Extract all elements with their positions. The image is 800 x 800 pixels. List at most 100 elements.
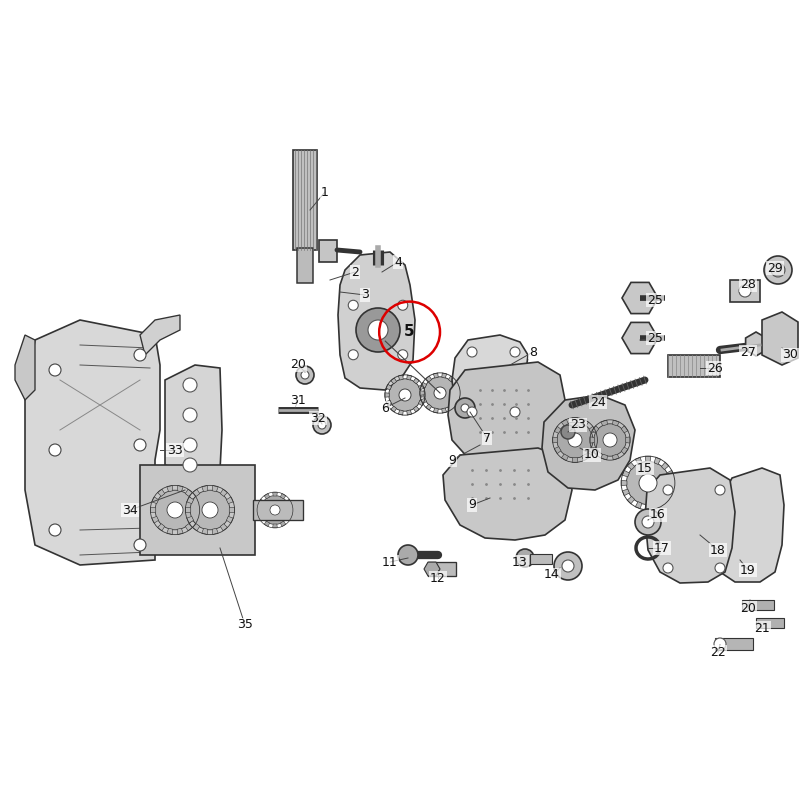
Polygon shape [338, 252, 415, 390]
Polygon shape [635, 502, 642, 509]
Polygon shape [264, 494, 270, 499]
Polygon shape [258, 499, 264, 505]
Text: 12: 12 [430, 571, 446, 585]
Polygon shape [386, 384, 391, 390]
Polygon shape [421, 398, 426, 404]
Polygon shape [454, 398, 459, 404]
Circle shape [399, 389, 411, 401]
Text: 9: 9 [468, 498, 476, 511]
Polygon shape [212, 528, 218, 534]
Polygon shape [421, 393, 425, 398]
Polygon shape [622, 282, 658, 314]
Polygon shape [286, 499, 291, 505]
Polygon shape [158, 524, 165, 531]
Circle shape [510, 347, 520, 357]
Polygon shape [220, 524, 227, 531]
Text: 5: 5 [404, 325, 415, 339]
Circle shape [461, 404, 469, 412]
Polygon shape [230, 507, 234, 513]
Polygon shape [746, 332, 766, 356]
Polygon shape [666, 489, 674, 496]
Polygon shape [280, 494, 286, 499]
Bar [140, 465, 255, 555]
Text: 16: 16 [650, 509, 666, 522]
Polygon shape [15, 335, 35, 400]
Circle shape [635, 509, 661, 535]
Circle shape [554, 552, 582, 580]
Polygon shape [280, 521, 286, 526]
Polygon shape [421, 382, 426, 388]
Text: 20: 20 [290, 358, 306, 371]
Polygon shape [226, 516, 234, 523]
Polygon shape [622, 480, 627, 486]
Polygon shape [191, 516, 198, 523]
Text: 4: 4 [394, 255, 402, 269]
Polygon shape [434, 408, 438, 413]
Polygon shape [212, 486, 218, 492]
Circle shape [296, 366, 314, 384]
Circle shape [562, 560, 574, 572]
Polygon shape [420, 390, 424, 395]
Text: 9: 9 [448, 454, 456, 466]
Polygon shape [194, 507, 199, 513]
Polygon shape [449, 404, 454, 410]
Polygon shape [589, 446, 596, 454]
Polygon shape [646, 504, 650, 510]
Text: 10: 10 [584, 449, 600, 462]
Circle shape [190, 490, 230, 530]
Circle shape [398, 300, 408, 310]
Polygon shape [186, 524, 193, 531]
Polygon shape [590, 437, 594, 443]
Circle shape [663, 485, 673, 495]
Circle shape [348, 350, 358, 360]
Polygon shape [601, 420, 607, 426]
Circle shape [516, 549, 534, 567]
Polygon shape [572, 458, 578, 462]
Bar [319, 240, 337, 262]
Text: 35: 35 [237, 618, 253, 631]
Circle shape [455, 398, 475, 418]
Bar [297, 248, 313, 283]
Polygon shape [662, 462, 669, 470]
Text: 32: 32 [310, 411, 326, 425]
Polygon shape [582, 454, 589, 461]
Polygon shape [434, 373, 438, 378]
Polygon shape [264, 521, 270, 526]
Circle shape [639, 474, 657, 492]
Circle shape [49, 524, 61, 536]
Polygon shape [414, 378, 419, 384]
Text: 33: 33 [167, 443, 183, 457]
Text: 29: 29 [767, 262, 783, 274]
Circle shape [424, 377, 456, 409]
Circle shape [510, 407, 520, 417]
Polygon shape [452, 335, 528, 425]
Text: 2: 2 [351, 266, 359, 278]
Polygon shape [622, 322, 658, 354]
Text: 27: 27 [740, 346, 756, 358]
Polygon shape [398, 410, 403, 415]
Polygon shape [286, 515, 291, 521]
Polygon shape [622, 447, 628, 454]
Text: 31: 31 [290, 394, 306, 406]
Polygon shape [554, 426, 561, 434]
Circle shape [739, 285, 751, 297]
Circle shape [568, 433, 582, 447]
Polygon shape [165, 365, 222, 475]
Text: 11: 11 [382, 555, 398, 569]
Polygon shape [654, 458, 661, 464]
Polygon shape [622, 470, 630, 477]
Polygon shape [662, 496, 669, 504]
Circle shape [771, 263, 785, 277]
Polygon shape [589, 426, 596, 434]
Polygon shape [385, 393, 390, 398]
Text: 23: 23 [570, 418, 586, 431]
Text: 20: 20 [740, 602, 756, 614]
Polygon shape [562, 454, 568, 461]
Polygon shape [226, 497, 234, 504]
Circle shape [389, 379, 421, 411]
Polygon shape [258, 508, 261, 512]
Bar [715, 638, 753, 650]
Circle shape [183, 408, 197, 422]
Polygon shape [542, 395, 635, 490]
Polygon shape [202, 486, 208, 492]
